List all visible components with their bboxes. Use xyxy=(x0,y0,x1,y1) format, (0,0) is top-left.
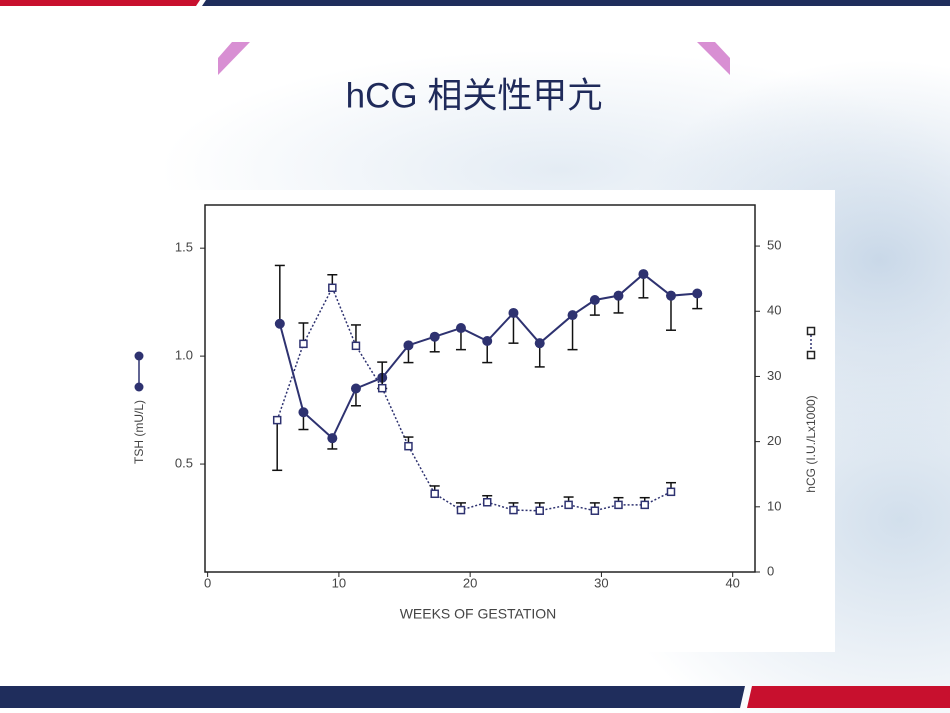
data-point xyxy=(272,415,282,425)
data-point xyxy=(590,506,600,515)
data-point xyxy=(377,383,387,393)
data-point xyxy=(456,505,466,515)
y-tick-label: 1.5 xyxy=(175,240,193,255)
plot-frame xyxy=(204,204,756,573)
data-point xyxy=(429,331,440,342)
y2-tick-label: 30 xyxy=(767,368,781,383)
data-point xyxy=(482,498,492,507)
top-blue-bar xyxy=(202,0,950,6)
y2-tick-label: 0 xyxy=(767,563,774,578)
data-point xyxy=(534,338,545,349)
data-point xyxy=(455,323,466,334)
y2-tick-label: 40 xyxy=(767,303,781,318)
y2-tick-label: 10 xyxy=(767,498,781,513)
y2-legend-symbol xyxy=(806,326,816,360)
data-point xyxy=(614,500,623,510)
data-point xyxy=(350,383,361,394)
y-legend-symbol xyxy=(134,351,144,392)
data-point xyxy=(298,407,309,418)
decoration xyxy=(218,42,250,75)
x-tick-label: 10 xyxy=(332,575,346,590)
bottom-blue-bar xyxy=(0,686,745,708)
data-point xyxy=(404,441,413,451)
bottom-red-bar xyxy=(747,686,950,708)
data-point xyxy=(351,341,361,351)
data-point xyxy=(403,340,414,351)
y2-tick-label: 50 xyxy=(767,238,781,253)
data-point xyxy=(274,318,285,329)
y-tick-label: 1.0 xyxy=(175,348,193,363)
data-point xyxy=(665,290,676,301)
data-point xyxy=(666,487,676,497)
x-tick-label: 40 xyxy=(725,575,739,590)
data-point xyxy=(564,500,573,510)
y-axis-label: TSH (mU/L) xyxy=(132,400,146,464)
y2-axis-label: hCG (I.U./Lx1000) xyxy=(804,395,818,492)
data-point xyxy=(692,288,703,299)
data-point xyxy=(567,310,578,321)
data-point xyxy=(327,433,338,444)
data-point xyxy=(299,339,308,349)
x-axis-label: WEEKS OF GESTATION xyxy=(400,606,557,622)
data-point xyxy=(640,500,649,510)
data-point xyxy=(613,290,624,301)
data-point xyxy=(638,269,649,280)
decoration xyxy=(697,42,730,75)
top-red-bar xyxy=(0,0,200,6)
y2-tick-label: 20 xyxy=(767,433,781,448)
slide-title: hCG 相关性甲亢 xyxy=(346,76,603,115)
data-point xyxy=(482,336,493,347)
x-tick-label: 30 xyxy=(594,575,608,590)
x-tick-label: 0 xyxy=(204,575,211,590)
chart-background xyxy=(120,190,835,652)
data-point xyxy=(509,505,518,515)
y-tick-label: 0.5 xyxy=(175,455,193,470)
data-point xyxy=(589,294,600,305)
data-point xyxy=(328,283,337,293)
x-tick-label: 20 xyxy=(463,575,477,590)
data-point xyxy=(430,489,439,499)
data-point xyxy=(508,307,519,318)
data-point xyxy=(535,506,544,515)
